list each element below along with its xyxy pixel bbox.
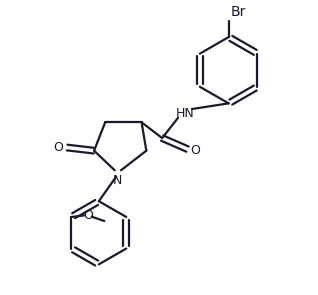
Text: O: O [191, 144, 201, 157]
Text: O: O [53, 141, 63, 154]
Text: N: N [113, 174, 122, 187]
Text: Br: Br [230, 5, 245, 19]
Text: HN: HN [176, 107, 194, 120]
Text: O: O [83, 209, 93, 222]
